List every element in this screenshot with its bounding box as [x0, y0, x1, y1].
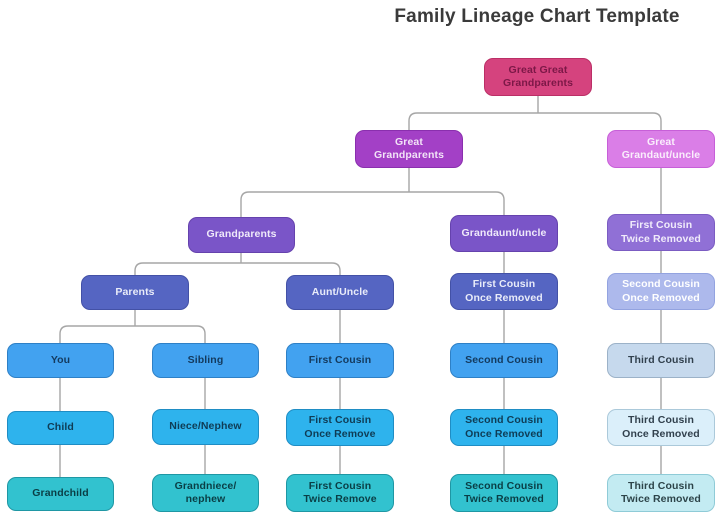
node-third-cousin-once-removed: Third Cousin Once Removed [607, 409, 715, 446]
node-first-cousin-once-removed: First Cousin Once Removed [450, 273, 558, 310]
page-title: Family Lineage Chart Template [394, 6, 680, 27]
node-great-grandparents: Great Grandparents [355, 130, 463, 168]
node-second-cousin-twice-removed: Second Cousin Twice Removed [450, 474, 558, 512]
node-first-cousin-once-remove: First Cousin Once Remove [286, 409, 394, 446]
node-second-cousin: Second Cousin [450, 343, 558, 378]
node-first-cousin-twice-removed: First Cousin Twice Removed [607, 214, 715, 251]
node-grandchild: Grandchild [7, 477, 114, 511]
node-great-great-grandparents: Great Great Grandparents [484, 58, 592, 96]
node-great-grandaut-uncle: Great Grandaut/uncle [607, 130, 715, 168]
node-child: Child [7, 411, 114, 445]
node-first-cousin-twice-remove: First Cousin Twice Remove [286, 474, 394, 512]
node-third-cousin: Third Cousin [607, 343, 715, 378]
node-aunt-uncle: Aunt/Uncle [286, 275, 394, 310]
node-grandniece-nephew: Grandniece/ nephew [152, 474, 259, 512]
node-grandparents: Grandparents [188, 217, 295, 253]
node-you: You [7, 343, 114, 378]
node-niece-nephew: Niece/Nephew [152, 409, 259, 445]
node-first-cousin: First Cousin [286, 343, 394, 378]
node-second-cousin-once-removed: Second Cousin Once Removed [607, 273, 715, 310]
node-third-cousin-twice-removed: Third Cousin Twice Removed [607, 474, 715, 512]
node-sibling: Sibling [152, 343, 259, 378]
node-parents: Parents [81, 275, 189, 310]
node-grandaunt-uncle: Grandaunt/uncle [450, 215, 558, 252]
node-second-cousin-once-removed-2: Second Cousin Once Removed [450, 409, 558, 446]
